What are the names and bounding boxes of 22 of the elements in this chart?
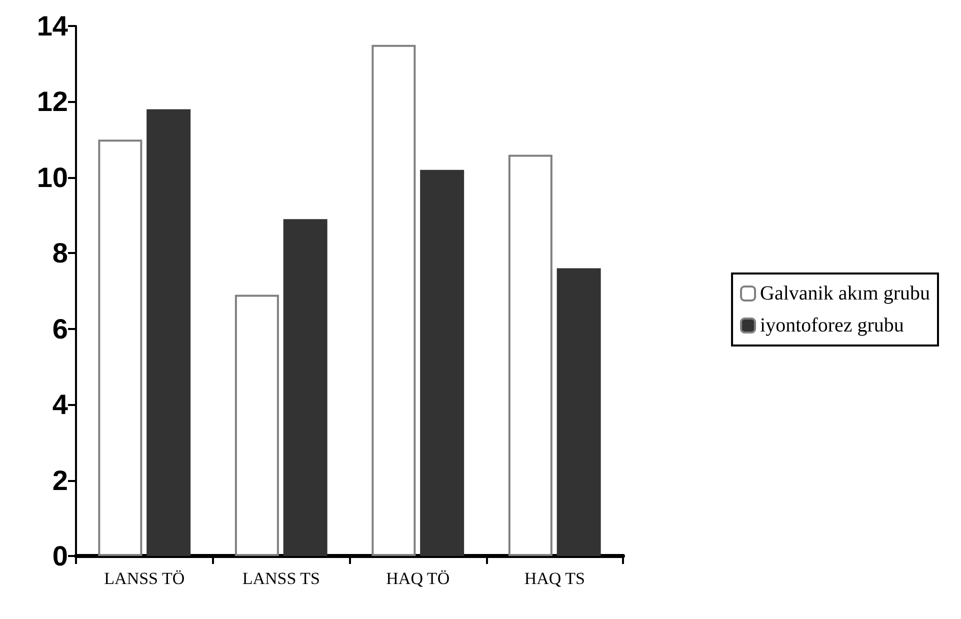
- bar: [234, 294, 279, 556]
- x-tick-label: LANSS TÖ: [104, 569, 185, 588]
- x-tick-label: HAQ TS: [524, 569, 585, 588]
- x-tick-label: LANSS TS: [242, 569, 320, 588]
- bar: [556, 268, 601, 556]
- bar: [508, 154, 552, 556]
- bar: [420, 170, 464, 556]
- y-tick-label: 2: [52, 464, 68, 496]
- y-tick-label: 0: [52, 540, 68, 572]
- bar: [146, 109, 191, 556]
- y-tick-label: 6: [52, 313, 68, 344]
- bar: [98, 140, 142, 556]
- legend-label: Galvanik akım grubu: [760, 282, 930, 304]
- bar: [372, 44, 416, 556]
- y-tick-label: 14: [36, 10, 68, 42]
- x-tick-label: HAQ TÖ: [386, 569, 450, 588]
- bar: [283, 219, 328, 556]
- y-tick-label: 4: [52, 389, 68, 420]
- y-tick-label: 12: [36, 86, 68, 118]
- y-tick-label: 8: [52, 238, 68, 269]
- y-tick-label: 10: [36, 162, 68, 193]
- legend-label: iyontoforez grubu: [760, 314, 904, 336]
